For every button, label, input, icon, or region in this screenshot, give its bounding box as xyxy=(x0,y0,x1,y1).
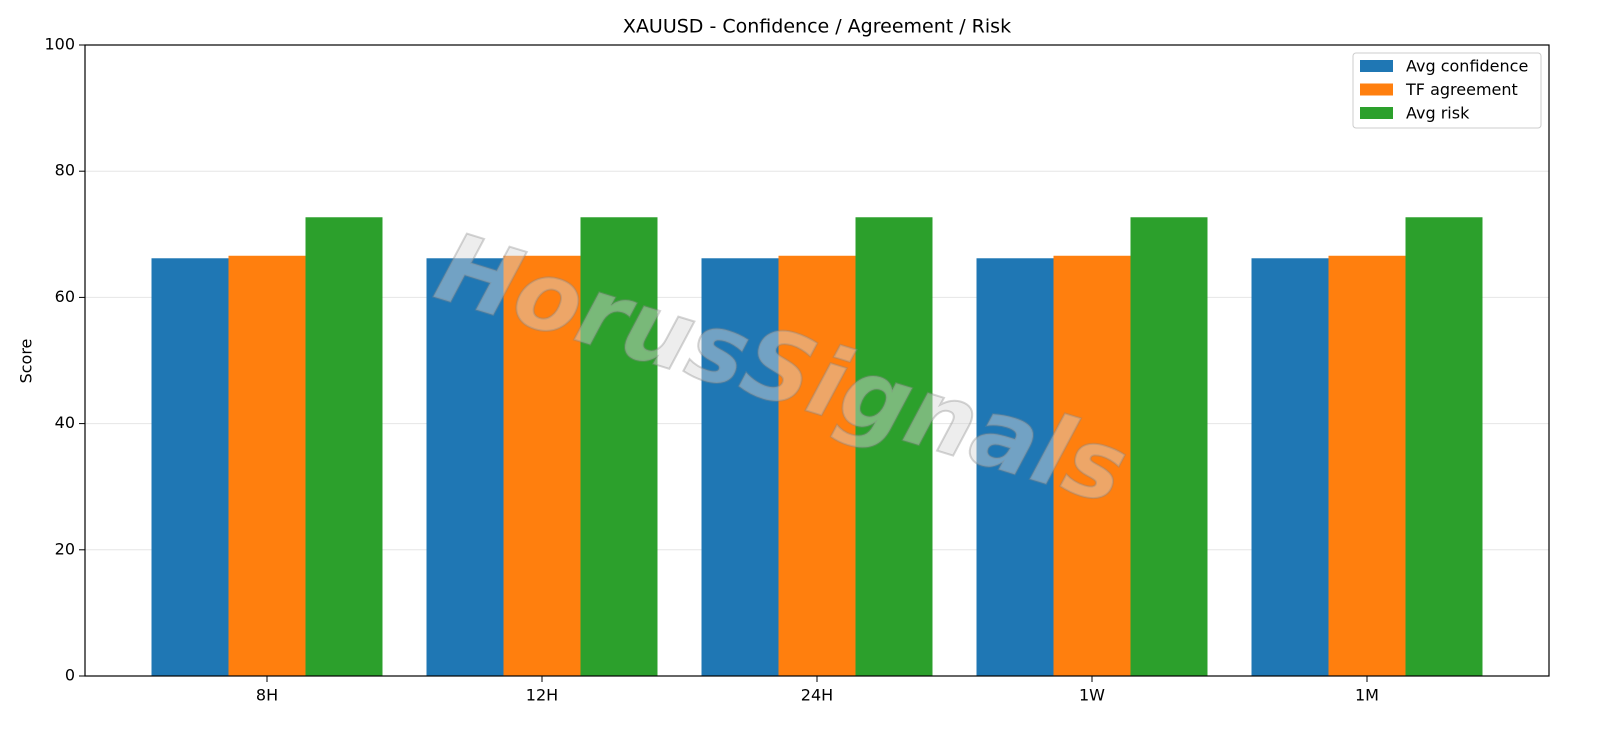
bar xyxy=(855,217,933,676)
x-tick-label: 1W xyxy=(1079,686,1105,705)
y-tick-label: 40 xyxy=(55,413,75,432)
bar xyxy=(701,258,779,676)
bar xyxy=(426,258,504,676)
bar xyxy=(151,258,229,676)
y-tick-label: 0 xyxy=(65,666,75,685)
bar xyxy=(1328,255,1406,676)
bar xyxy=(580,217,658,676)
bar xyxy=(976,258,1054,676)
y-axis-label: Score xyxy=(17,339,36,384)
y-tick-label: 80 xyxy=(55,161,75,180)
bar xyxy=(503,255,581,676)
bar xyxy=(1053,255,1131,676)
x-tick-label: 8H xyxy=(256,686,278,705)
bar xyxy=(1251,258,1329,676)
bar xyxy=(778,255,856,676)
bar xyxy=(1405,217,1483,676)
legend-swatch xyxy=(1360,60,1393,72)
plot-frame xyxy=(84,44,1550,677)
chart-title: XAUUSD - Confidence / Agreement / Risk xyxy=(623,16,1011,38)
legend-label: Avg confidence xyxy=(1406,57,1528,76)
bar xyxy=(1130,217,1208,676)
bar xyxy=(228,255,306,676)
bar xyxy=(305,217,383,676)
y-tick-label: 60 xyxy=(55,287,75,306)
x-tick-label: 24H xyxy=(801,686,833,705)
legend-swatch xyxy=(1360,83,1393,96)
legend-label: Avg risk xyxy=(1406,104,1470,123)
y-tick-label: 100 xyxy=(44,35,75,54)
legend-label: TF agreement xyxy=(1405,80,1518,99)
legend-swatch xyxy=(1360,107,1393,119)
x-tick-label: 1M xyxy=(1355,686,1379,705)
x-tick-label: 12H xyxy=(526,686,558,705)
legend-box xyxy=(1352,52,1542,129)
y-tick-label: 20 xyxy=(55,539,75,558)
